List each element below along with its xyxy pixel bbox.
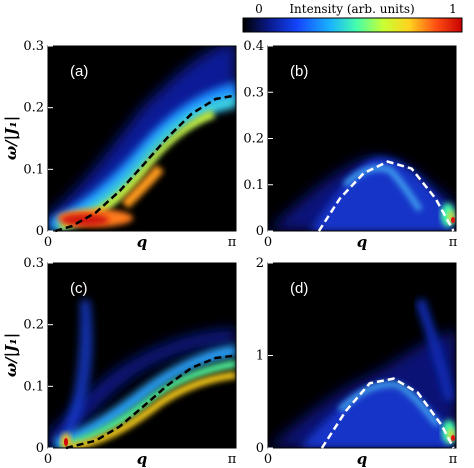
y-tick-label: 0 [256, 441, 264, 456]
x-axis-label-a: q [137, 233, 148, 251]
colorbar-min-label: 0 [255, 2, 263, 16]
y-axis-label-bottom: ω/|J₁| [2, 333, 20, 377]
x-axis-label-b: q [357, 233, 368, 251]
y-tick-label: 0.3 [23, 39, 44, 54]
panel-b: (b) 0 0.1 0.2 0.3 0.4 [243, 39, 457, 239]
x-tick-label-pi-a: π [228, 235, 237, 250]
panel-d-label: (d) [290, 280, 308, 297]
y-tick-label: 0 [36, 224, 44, 239]
panel-c-heatmap [48, 263, 236, 448]
panel-a-dispersion-curve [54, 94, 237, 233]
y-tick-label: 0.3 [243, 85, 264, 100]
y-tick-label: 2 [256, 256, 264, 271]
y-tick-label: 0.4 [243, 39, 264, 54]
panel-b-dispersion-curve [317, 160, 455, 232]
y-tick-label: 0.1 [23, 379, 44, 394]
colorbar: Intensity (arb. units) 0 1 [242, 2, 463, 33]
panel-b-label: (b) [290, 63, 308, 80]
y-tick-label: 1 [256, 349, 264, 364]
colorbar-gradient [242, 17, 463, 33]
panel-c: (c) 0 0.1 0.2 0.3 [23, 256, 237, 456]
panel-b-y-ticks: 0 0.1 0.2 0.3 0.4 [243, 39, 273, 239]
panel-d-y-ticks: 0 1 2 [256, 256, 273, 456]
y-tick-label: 0 [36, 441, 44, 456]
x-axis-label-d: q [357, 450, 368, 468]
colorbar-title: Intensity (arb. units) [289, 2, 414, 16]
y-tick-label: 0.2 [23, 318, 44, 333]
y-tick-label: 0 [256, 224, 264, 239]
y-tick-label: 0.1 [243, 178, 264, 193]
panel-c-y-ticks: 0 0.1 0.2 0.3 [23, 256, 53, 456]
y-tick-label: 0.2 [23, 101, 44, 116]
colorbar-max-label: 1 [449, 2, 457, 16]
panel-c-label: (c) [70, 280, 88, 297]
x-tick-label-pi-c: π [228, 452, 237, 467]
x-tick-label-zero-a: 0 [44, 235, 52, 250]
x-tick-label-pi-b: π [449, 235, 458, 250]
panel-c-dispersion-curve [65, 354, 237, 450]
y-tick-label: 0.2 [243, 132, 264, 147]
x-tick-label-zero-c: 0 [44, 452, 52, 467]
panel-d-heatmap [268, 263, 456, 448]
panel-a: (a) 0 0.1 0.2 0.3 [23, 39, 237, 239]
x-axis-label-c: q [137, 450, 148, 468]
panel-a-label: (a) [70, 63, 88, 80]
y-tick-label: 0.1 [23, 162, 44, 177]
x-tick-label-pi-d: π [449, 452, 458, 467]
x-tick-label-zero-d: 0 [264, 452, 272, 467]
panel-a-heatmap [48, 46, 236, 231]
panel-d-dispersion-curve [320, 377, 455, 449]
y-axis-label-top: ω/|J₁| [2, 116, 20, 160]
panel-d: (d) 0 1 2 [256, 256, 457, 456]
panel-a-y-ticks: 0 0.1 0.2 0.3 [23, 39, 53, 239]
y-tick-label: 0.3 [23, 256, 44, 271]
x-tick-label-zero-b: 0 [264, 235, 272, 250]
